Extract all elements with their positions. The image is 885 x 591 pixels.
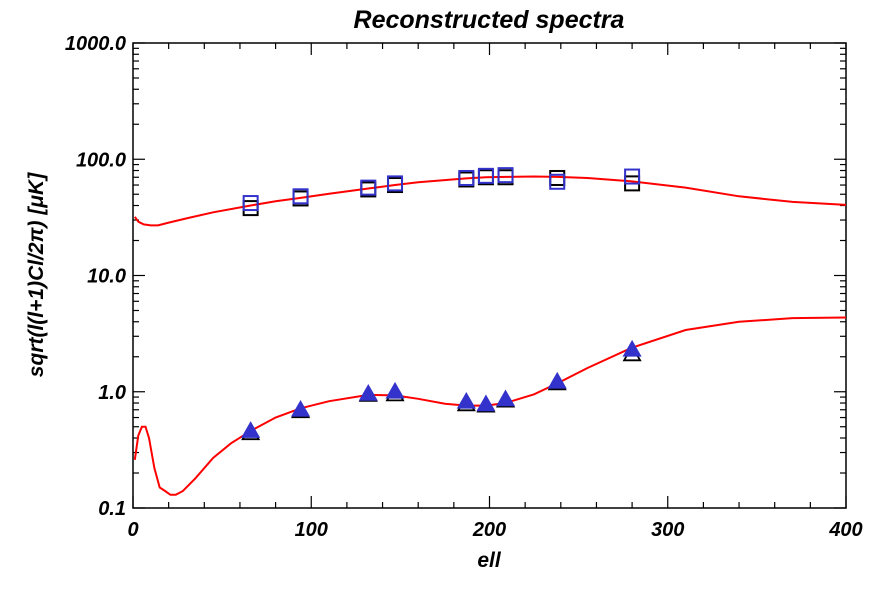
square-marker [242,195,259,212]
square-marker [387,175,404,192]
y-tick-label: 1000.0 [65,33,126,55]
square-marker [477,167,494,184]
square-marker [292,188,309,205]
tick-labels: 0 100 200 300 400 0.1 1.0 10.0 100.0 1000.0 [65,33,863,541]
y-tick-label: 0.1 [98,498,126,520]
y-tick-label: 100.0 [76,149,126,171]
triangle-marker [495,389,516,407]
square-marker [549,173,566,190]
square-marker [458,169,475,186]
axis-ticks [132,42,847,509]
triangle-marker [385,381,405,399]
x-tick-label: 0 [127,519,138,541]
x-axis-label: ell [477,549,502,572]
triangle-marker [622,339,642,357]
triangle-marker [241,421,261,438]
square-marker [624,168,641,185]
plot-area [133,167,847,496]
x-tick-label: 300 [651,519,684,541]
square-marker [360,179,377,196]
square-marker [497,167,514,184]
y-tick-label: 1.0 [98,382,126,404]
y-axis-label: sqrt(l(l+1)Cl/2π) [μK] [25,172,48,377]
x-tick-label: 200 [472,519,506,541]
triangle-marker [358,383,378,401]
triangle-marker [456,391,476,409]
triangle-marker [476,394,496,412]
triangle-marker [547,371,567,389]
chart-title: Reconstructed spectra [354,6,625,34]
y-tick-label: 10.0 [87,266,126,288]
x-tick-label: 100 [295,519,328,541]
square-marker [242,200,259,217]
triangle-marker [291,399,311,417]
x-tick-label: 400 [828,519,862,541]
